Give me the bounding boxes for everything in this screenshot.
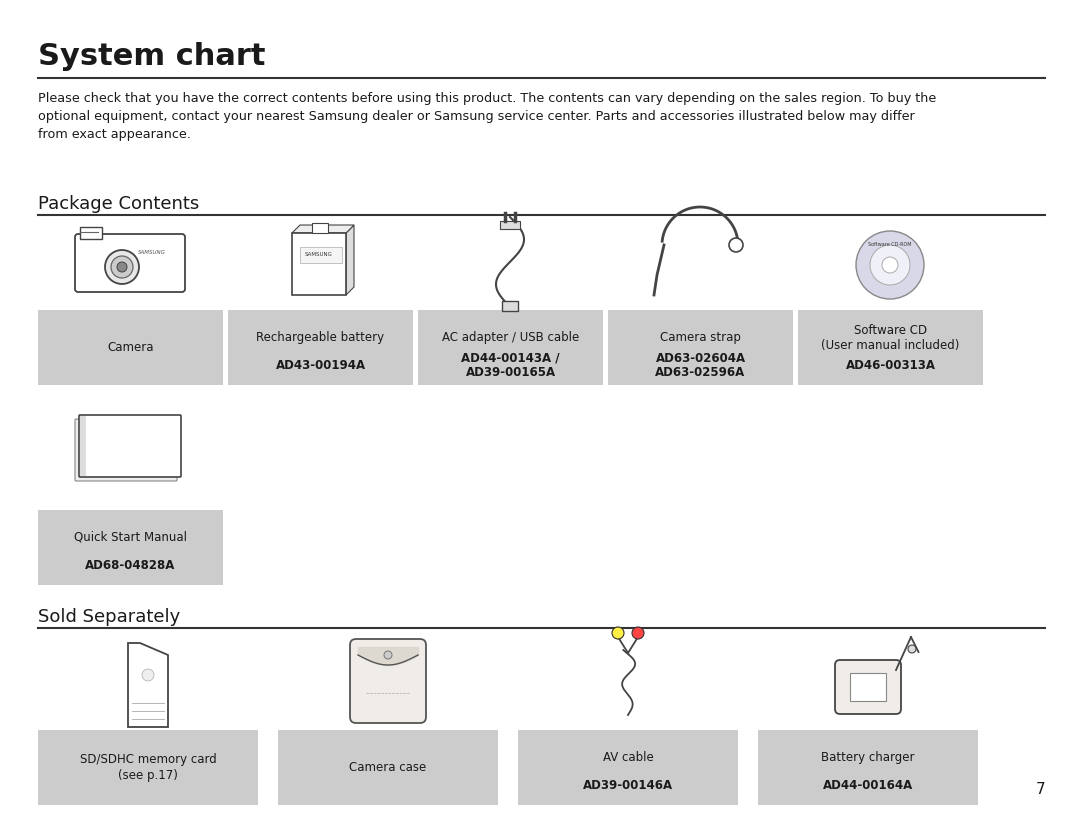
Bar [300,247,342,263]
Text: Package Contents: Package Contents [38,195,199,213]
Text: Software CD-ROM: Software CD-ROM [868,243,912,248]
FancyBboxPatch shape [350,639,426,723]
Circle shape [117,262,127,272]
Bar [80,416,86,476]
Text: AC adapter / USB cable: AC adapter / USB cable [442,331,579,344]
Bar [500,221,519,229]
Text: AD68-04828A: AD68-04828A [85,559,176,572]
Polygon shape [346,225,354,295]
FancyBboxPatch shape [75,419,177,481]
Circle shape [384,651,392,659]
Bar [38,310,222,385]
Circle shape [105,250,139,284]
Text: AD46-00313A: AD46-00313A [846,359,935,372]
Bar [518,730,738,805]
Text: AD39-00146A: AD39-00146A [583,779,673,792]
Circle shape [612,627,624,639]
Text: Rechargeable battery: Rechargeable battery [256,331,384,344]
Circle shape [141,669,154,681]
Bar [608,310,793,385]
Text: 7: 7 [1036,782,1045,798]
Text: Please check that you have the correct contents before using this product. The c: Please check that you have the correct c… [38,92,936,141]
Text: Camera strap: Camera strap [660,331,741,344]
Polygon shape [129,643,168,727]
Bar [292,233,346,295]
Polygon shape [292,225,354,233]
Circle shape [882,257,897,273]
Text: SAMSUNG: SAMSUNG [138,250,166,255]
Text: Battery charger: Battery charger [821,751,915,764]
Text: Software CD
(User manual included): Software CD (User manual included) [821,324,960,351]
Bar [278,730,498,805]
Bar [758,730,978,805]
FancyBboxPatch shape [835,660,901,714]
Bar [418,310,603,385]
Circle shape [632,627,644,639]
Circle shape [870,245,910,285]
Text: System chart: System chart [38,42,266,71]
Bar [798,310,983,385]
Circle shape [856,231,924,299]
Bar [850,673,886,701]
Text: SD/SDHC memory card
(see p.17): SD/SDHC memory card (see p.17) [80,754,216,782]
Bar [38,510,222,585]
Bar [38,730,258,805]
Text: AD63-02604A
AD63-02596A: AD63-02604A AD63-02596A [656,351,745,380]
Bar [502,301,518,311]
Bar [80,227,102,239]
Text: AD44-00143A /
AD39-00165A: AD44-00143A / AD39-00165A [461,351,559,380]
Text: SAMSUNG: SAMSUNG [305,253,333,258]
Circle shape [908,645,916,653]
Text: Camera case: Camera case [349,761,427,774]
FancyBboxPatch shape [79,415,181,477]
Bar [228,310,413,385]
Text: Camera: Camera [107,341,153,354]
Bar [312,223,328,233]
Text: AD44-00164A: AD44-00164A [823,779,913,792]
Text: Quick Start Manual: Quick Start Manual [75,531,187,544]
Text: Sold Separately: Sold Separately [38,608,180,626]
Text: AV cable: AV cable [603,751,653,764]
Circle shape [729,238,743,252]
Text: AD43-00194A: AD43-00194A [275,359,365,372]
FancyBboxPatch shape [75,234,185,292]
Circle shape [111,256,133,278]
